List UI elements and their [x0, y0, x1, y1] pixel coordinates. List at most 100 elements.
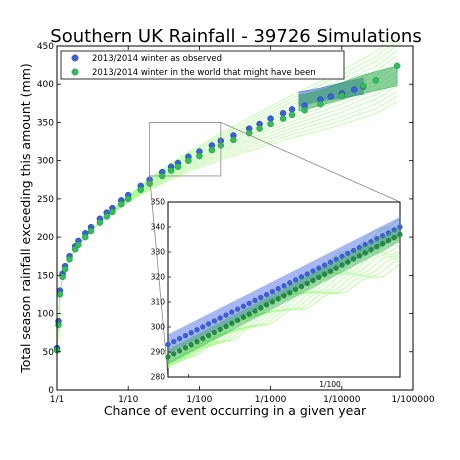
main-plot-area: 1/1 1/10 1/100 1/1000 1/10000 1/100000 0 50 100 1…	[37, 34, 435, 405]
inset-data-point	[194, 339, 200, 345]
data-point	[55, 321, 62, 329]
data-point	[317, 100, 324, 108]
inset-series-might-have-been	[165, 231, 403, 360]
inset-simulation-line	[167, 236, 401, 366]
data-point	[372, 77, 380, 84]
y-tick-label: 450	[37, 42, 54, 52]
data-point	[267, 120, 274, 128]
inset-data-point	[356, 245, 363, 251]
legend-label-observed: 2013/2014 winter as observed	[92, 54, 222, 64]
inset-data-point	[351, 256, 357, 262]
data-point	[118, 200, 125, 208]
inset-plot-area: 280 290 300 310 320 330 340 350 1/100	[151, 198, 403, 389]
data-point	[96, 219, 104, 226]
legend: 2013/2014 winter as observed 2013/2014 w…	[60, 50, 345, 80]
inset-y-tick-label: 310	[151, 298, 166, 307]
data-point	[82, 233, 89, 241]
inset-data-point	[316, 265, 322, 271]
zoom-connector-top	[220, 122, 401, 203]
inset-data-point	[240, 314, 247, 320]
inset-y-tick-label: 290	[151, 348, 166, 357]
chart-title: Southern UK Rainfall - 39726 Simulations	[50, 26, 421, 47]
data-point	[56, 291, 64, 298]
inset-data-point	[374, 236, 380, 242]
inset-data-point	[287, 280, 293, 286]
inset-y-tick-label: 340	[151, 223, 166, 232]
inset-data-point	[223, 312, 229, 318]
data-point	[301, 106, 308, 114]
data-point	[61, 265, 69, 273]
inset-data-point	[322, 271, 328, 277]
inset-simulation-line	[167, 250, 401, 368]
x-tick-label: 1/1000	[255, 395, 287, 405]
inset-data-point	[235, 317, 241, 323]
inset-y-axis-ticks: 280 290 300 310 320 330 340 350	[151, 198, 171, 382]
inset-y-tick-label: 320	[151, 273, 166, 282]
data-point	[256, 125, 263, 132]
data-point	[71, 246, 79, 253]
zoom-connector-lines	[149, 122, 401, 378]
data-point	[327, 93, 335, 100]
inset-simulation-line	[167, 243, 401, 368]
inset-data-point	[397, 231, 403, 238]
data-point	[103, 213, 111, 220]
inset-data-point	[339, 253, 345, 260]
inset-data-point	[211, 318, 218, 324]
inset-data-point	[356, 253, 363, 259]
x-axis-label: Chance of event occurring in a given yea…	[104, 403, 367, 418]
inset-data-point	[235, 306, 241, 312]
inset-data-point	[281, 283, 287, 289]
inset-data-point	[217, 315, 223, 321]
inset-data-point	[310, 268, 316, 274]
inset-data-point	[229, 320, 235, 326]
x-tick-label: 1/10000	[323, 395, 361, 405]
inset-data-point	[182, 333, 189, 339]
inset-data-point	[298, 284, 305, 290]
inset-data-point	[391, 235, 397, 241]
inset-data-point	[275, 296, 281, 302]
inset-data-point	[310, 277, 316, 284]
inset-simulation-line	[167, 255, 401, 365]
data-point	[59, 273, 66, 281]
plot-frame	[56, 45, 414, 391]
inset-data-point	[194, 327, 200, 333]
inset-y-tick-label: 280	[151, 373, 166, 382]
inset-x-tick-label: 1/100	[319, 380, 341, 389]
data-point	[288, 111, 296, 119]
inset-data-point	[391, 227, 397, 233]
inset-data-point	[293, 277, 299, 283]
inset-data-point	[385, 230, 392, 236]
data-point	[174, 163, 182, 171]
y-tick-label: 400	[37, 80, 54, 90]
inset-data-point	[275, 286, 281, 292]
data-point	[124, 195, 132, 203]
inset-data-point	[264, 292, 270, 298]
inset-data-point	[339, 262, 345, 268]
inset-data-point	[211, 329, 218, 336]
inset-data-point	[269, 299, 276, 305]
inset-data-point	[252, 308, 258, 314]
inset-data-point	[368, 239, 374, 245]
inset-data-point	[177, 336, 183, 342]
data-point	[288, 106, 296, 113]
y-tick-label: 0	[48, 386, 54, 396]
inset-data-point	[293, 287, 299, 293]
zoom-region-box	[149, 122, 222, 177]
inset-data-point	[258, 294, 264, 301]
inset-data-point	[374, 244, 380, 250]
inset-data-point	[380, 233, 386, 239]
data-point	[279, 115, 287, 122]
inset-data-point	[345, 259, 351, 265]
inset-data-point	[269, 289, 276, 295]
inset-data-point	[177, 348, 183, 354]
inset-data-point	[304, 280, 310, 287]
inset-y-tick-label: 330	[151, 248, 166, 257]
inset-data-point	[252, 297, 258, 304]
data-point	[230, 136, 237, 144]
x-axis-ticks: 1/1 1/10 1/100 1/1000 1/10000 1/100000	[50, 46, 435, 405]
zoom-connector-bottom	[149, 175, 169, 378]
inset-data-point	[171, 339, 177, 345]
data-point	[267, 115, 274, 122]
data-point	[196, 152, 203, 160]
